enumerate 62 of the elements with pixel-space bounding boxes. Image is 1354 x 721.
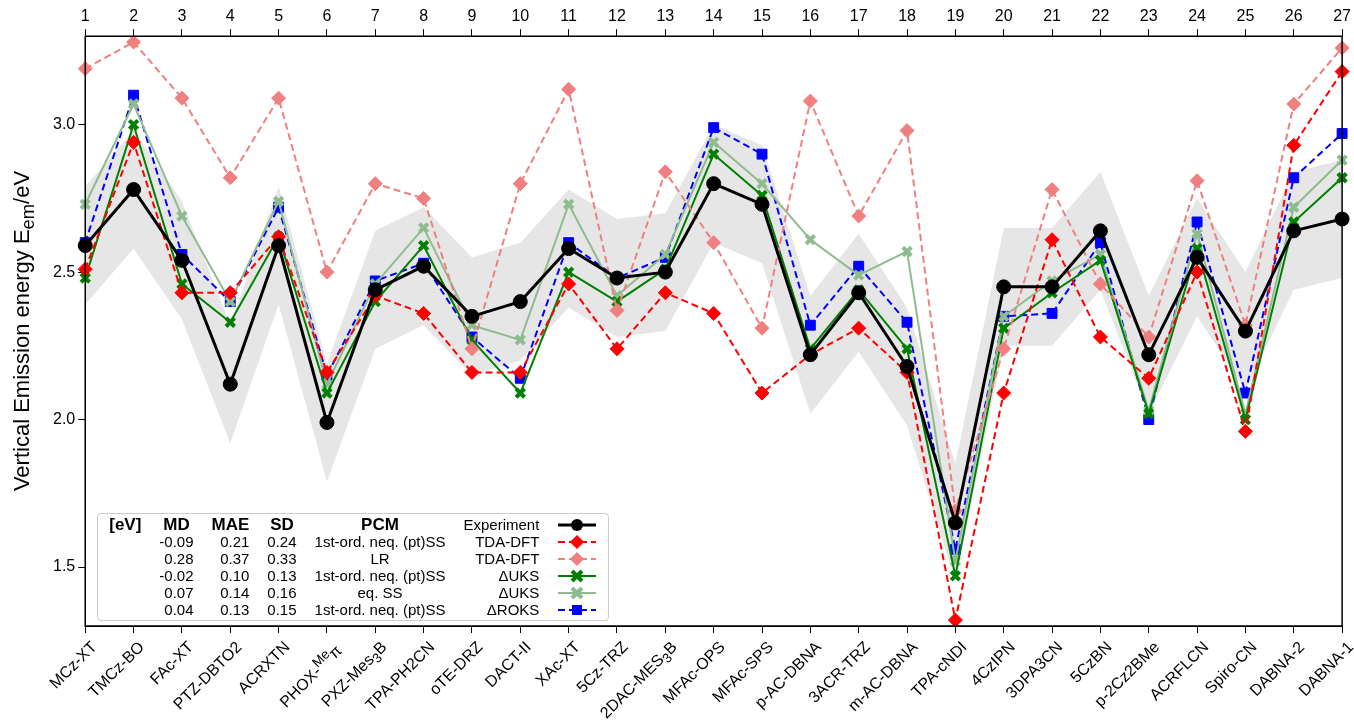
annotation: -0.09 (158, 533, 195, 550)
x2-tick-label: 15 (753, 7, 772, 25)
y-tick-label: 1.5 (52, 557, 76, 575)
annotation: PCM (360, 515, 400, 534)
x2-tick-label: 13 (656, 7, 675, 25)
annotation: LR (369, 550, 391, 567)
x2-tick-label: 7 (370, 7, 380, 25)
legend-label: ΔROKS (485, 601, 541, 618)
legend-label: ΔUKS (497, 584, 541, 601)
annotation: 1st-ord. neq. (pt)SS (313, 567, 447, 584)
y-tick-label: 3.0 (52, 115, 76, 133)
x2-tick-label: 10 (511, 7, 530, 25)
annotation: 1st-ord. neq. (pt)SS (313, 601, 447, 618)
x2-tick-label: 27 (1333, 7, 1352, 25)
annotation: 0.37 (219, 550, 251, 567)
annotation: eq. SS (356, 584, 404, 601)
x2-tick-label: 21 (1043, 7, 1062, 25)
annotation: 0.13 (266, 567, 298, 584)
annotation: 0.15 (266, 601, 298, 618)
annotation: 0.16 (266, 584, 298, 601)
x2-tick-label: 6 (322, 7, 332, 25)
annotation: MD (162, 515, 191, 534)
x2-tick-label: 20 (994, 7, 1013, 25)
y-tick-label: 2.5 (52, 262, 76, 280)
legend-label: TDA-DFT (474, 550, 541, 567)
annotation: 1st-ord. neq. (pt)SS (313, 533, 447, 550)
x2-tick-label: 26 (1284, 7, 1303, 25)
x2-tick-label: 11 (560, 7, 578, 25)
x2-tick-label: 3 (177, 7, 187, 25)
annotation: 0.14 (219, 584, 251, 601)
annotation: -0.02 (158, 567, 195, 584)
x2-tick-label: 8 (419, 7, 429, 25)
x2-tick-label: 17 (849, 7, 868, 25)
legend-label: TDA-DFT (474, 533, 541, 550)
x2-tick-label: 9 (467, 7, 477, 25)
annotation: [eV] (108, 515, 143, 534)
y-tick-label: 2.0 (52, 409, 76, 427)
x2-tick-label: 16 (801, 7, 820, 25)
annotation: 0.07 (163, 584, 195, 601)
annotation: 0.10 (219, 567, 251, 584)
annotation: SD (269, 515, 295, 534)
x2-tick-label: 2 (129, 7, 139, 25)
x2-tick-label: 23 (1139, 7, 1158, 25)
annotation: 0.28 (163, 550, 195, 567)
x2-tick-label: 24 (1188, 7, 1207, 25)
annotation: 0.24 (266, 533, 298, 550)
x2-tick-label: 18 (898, 7, 917, 25)
x2-tick-label: 22 (1091, 7, 1110, 25)
x2-tick-label: 4 (225, 7, 235, 25)
x2-tick-label: 12 (608, 7, 626, 25)
x2-tick-label: 14 (704, 7, 723, 25)
annotation: 0.13 (219, 601, 251, 618)
annotation: 0.04 (163, 601, 195, 618)
legend-label: Experiment (462, 516, 541, 533)
x2-tick-label: 25 (1236, 7, 1255, 25)
x2-tick-label: 1 (80, 7, 90, 25)
x2-tick-label: 19 (946, 7, 965, 25)
annotation: 0.21 (219, 533, 251, 550)
annotation: MAE (210, 515, 251, 534)
annotation: 0.33 (266, 550, 298, 567)
x2-tick-label: 5 (274, 7, 284, 25)
legend-label: ΔUKS (497, 567, 541, 584)
